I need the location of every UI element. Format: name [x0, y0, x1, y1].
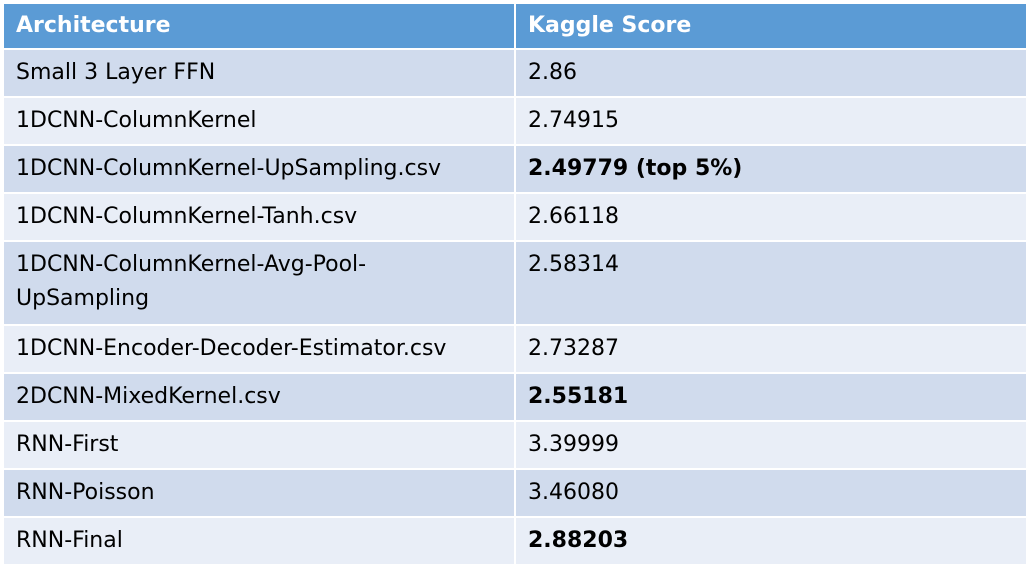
- score-cell: 2.73287: [514, 324, 1028, 374]
- table-row: RNN-Poisson 3.46080: [2, 468, 1028, 518]
- table-row: 1DCNN-ColumnKernel-Tanh.csv 2.66118: [2, 192, 1028, 242]
- architecture-cell: 2DCNN-MixedKernel.csv: [2, 372, 516, 422]
- table-row: RNN-Final 2.88203: [2, 516, 1028, 566]
- table-row: RNN-First 3.39999: [2, 420, 1028, 470]
- architecture-cell: Small 3 Layer FFN: [2, 48, 516, 98]
- architecture-cell: 1DCNN-ColumnKernel-UpSampling.csv: [2, 144, 516, 194]
- score-cell: 3.46080: [514, 468, 1028, 518]
- score-cell: 2.74915: [514, 96, 1028, 146]
- column-header-kaggle-score: Kaggle Score: [514, 2, 1028, 50]
- table-header-row: Architecture Kaggle Score: [2, 2, 1028, 50]
- architecture-cell: 1DCNN-ColumnKernel-Avg-Pool- UpSampling: [2, 240, 516, 326]
- table-row: Small 3 Layer FFN 2.86: [2, 48, 1028, 98]
- architecture-cell: 1DCNN-Encoder-Decoder-Estimator.csv: [2, 324, 516, 374]
- architecture-cell: 1DCNN-ColumnKernel: [2, 96, 516, 146]
- score-cell: 2.49779 (top 5%): [514, 144, 1028, 194]
- architecture-cell: 1DCNN-ColumnKernel-Tanh.csv: [2, 192, 516, 242]
- table-row: 2DCNN-MixedKernel.csv 2.55181: [2, 372, 1028, 422]
- score-cell: 3.39999: [514, 420, 1028, 470]
- score-cell: 2.55181: [514, 372, 1028, 422]
- table-row: 1DCNN-ColumnKernel 2.74915: [2, 96, 1028, 146]
- score-cell: 2.88203: [514, 516, 1028, 566]
- column-header-architecture: Architecture: [2, 2, 516, 50]
- architecture-cell: RNN-Poisson: [2, 468, 516, 518]
- architecture-cell: RNN-Final: [2, 516, 516, 566]
- score-cell: 2.66118: [514, 192, 1028, 242]
- score-cell: 2.86: [514, 48, 1028, 98]
- table-row: 1DCNN-ColumnKernel-Avg-Pool- UpSampling 2…: [2, 240, 1028, 326]
- score-cell: 2.58314: [514, 240, 1028, 326]
- architecture-cell: RNN-First: [2, 420, 516, 470]
- table-row: 1DCNN-ColumnKernel-UpSampling.csv 2.4977…: [2, 144, 1028, 194]
- table-row: 1DCNN-Encoder-Decoder-Estimator.csv 2.73…: [2, 324, 1028, 374]
